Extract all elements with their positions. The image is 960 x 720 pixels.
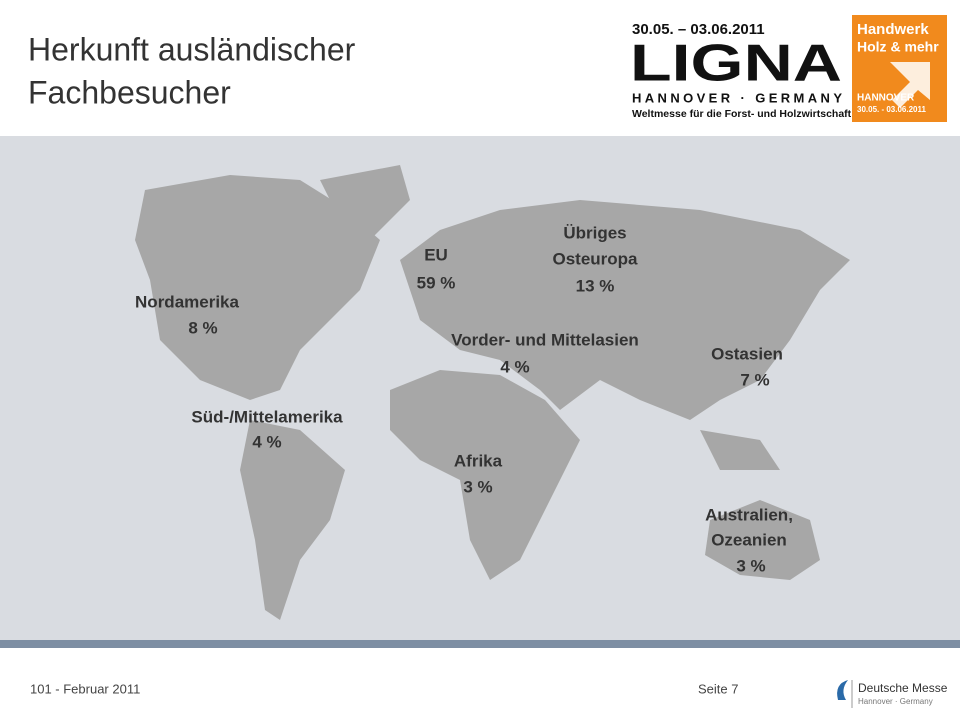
- footer-brand-sub: Hannover · Germany: [858, 697, 933, 706]
- logo-text: Holz & mehr: [857, 39, 939, 55]
- region-labels: Nordamerika 8 % Süd-/Mittelamerika 4 % EU 59 …: [135, 223, 793, 575]
- ligna-dates: 30.05. – 03.06.2011: [632, 21, 765, 38]
- logo-arrow: [890, 62, 930, 108]
- region-share: 3 %: [463, 477, 492, 496]
- footer-page: Seite 7: [698, 681, 738, 696]
- title-line: Fachbesucher: [28, 74, 231, 110]
- region-share: 3 %: [736, 556, 765, 575]
- footer-date: 101 - Februar 2011: [30, 681, 140, 696]
- region-name: Vorder- und Mittelasien: [451, 330, 639, 349]
- greenland: [320, 165, 410, 240]
- region-name: Ostasien: [711, 344, 783, 363]
- ligna-name: LIGNA: [630, 35, 842, 93]
- region-share: 59 %: [417, 273, 456, 292]
- region-name: Süd-/Mittelamerika: [191, 407, 343, 426]
- footer-brand: Deutsche Messe: [858, 681, 948, 695]
- logo-dates: 30.05. - 03.06.2011: [857, 105, 927, 114]
- region-share: 8 %: [188, 318, 217, 337]
- region-name: Afrika: [454, 451, 503, 470]
- region-share: 4 %: [500, 357, 529, 376]
- logo-text: Handwerk: [857, 21, 929, 38]
- ligna-tagline: Weltmesse für die Forst- und Holzwirtsch…: [632, 108, 852, 120]
- south-america: [240, 420, 345, 620]
- region-share: 13 %: [576, 276, 615, 295]
- brand-mark: [837, 680, 848, 700]
- handwerk-logo: Handwerk Holz & mehr HANNOVER 30.05. - 0…: [852, 15, 947, 122]
- region-name: Nordamerika: [135, 292, 239, 311]
- logo-place: HANNOVER: [857, 93, 915, 104]
- north-america: [135, 175, 380, 400]
- indonesia: [700, 430, 780, 470]
- continents: [135, 165, 850, 620]
- title-line: Herkunft ausländischer: [28, 31, 356, 67]
- ligna-logo: 30.05. – 03.06.2011 LIGNA HANNOVER · GER…: [630, 21, 852, 120]
- region-share: 4 %: [252, 432, 281, 451]
- africa: [390, 370, 580, 580]
- australia: [705, 500, 820, 580]
- region-name: EU: [424, 245, 448, 264]
- region-name: Ozeanien: [711, 530, 787, 549]
- eurasia: [400, 200, 850, 420]
- region-share: 7 %: [740, 370, 769, 389]
- region-name: Australien,: [705, 505, 793, 524]
- divider: [0, 640, 960, 648]
- region-name: Übriges: [563, 223, 626, 242]
- region-name: Osteuropa: [552, 249, 638, 268]
